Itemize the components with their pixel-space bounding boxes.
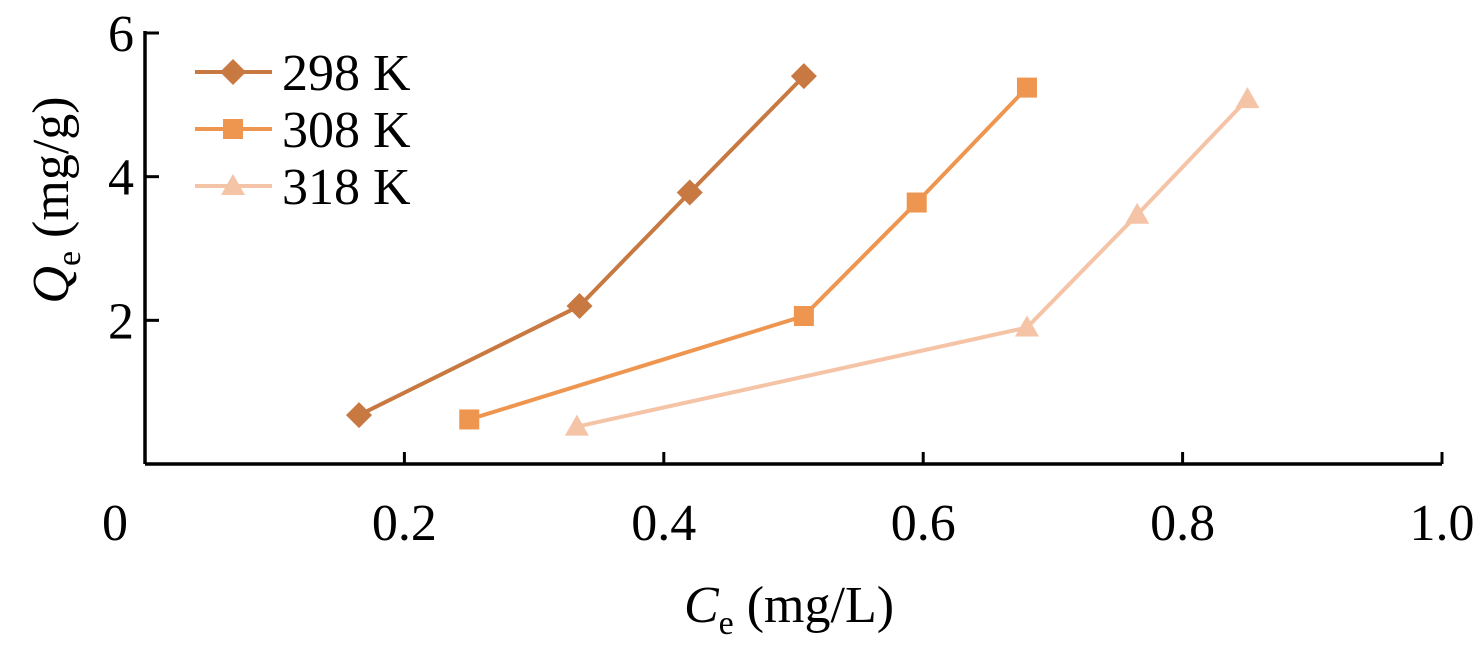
x-tick-label: 0.6 — [891, 495, 956, 552]
legend-marker — [221, 174, 245, 195]
data-point — [676, 179, 703, 206]
y-axis-unit: (mg/g) — [23, 96, 80, 251]
legend-label: 308 K — [282, 102, 411, 159]
data-point — [790, 63, 817, 90]
data-point — [1235, 87, 1260, 109]
y-axis-symbol: Q — [23, 266, 80, 304]
data-point — [793, 306, 814, 327]
series-1 — [459, 77, 1037, 430]
series-line — [576, 97, 1249, 429]
x-ticks: 0 0.2 0.4 0.6 0.8 1.0 — [102, 452, 1475, 552]
y-ticks: 2 4 6 — [108, 6, 159, 350]
x-axis-symbol: C — [684, 577, 720, 634]
data-point — [1014, 315, 1039, 337]
x-axis-subscript: e — [719, 605, 734, 642]
data-point — [1016, 77, 1037, 98]
series-line — [468, 86, 1029, 422]
legend-label: 298 K — [282, 45, 411, 102]
x-tick-label: 0.8 — [1150, 495, 1215, 552]
series-line — [358, 74, 806, 417]
legend-marker — [220, 59, 246, 85]
series-2 — [564, 87, 1260, 436]
data-point — [566, 292, 593, 319]
legend-item: 298 K — [195, 45, 411, 102]
legend-label: 318 K — [282, 159, 411, 216]
data-point — [906, 192, 927, 213]
legend-item: 318 K — [195, 159, 411, 216]
axes — [143, 31, 1442, 466]
y-axis-title: Qe (mg/g) — [23, 96, 88, 303]
y-tick-label: 4 — [108, 150, 134, 207]
series-layer — [346, 63, 1260, 436]
x-axis-title: Ce (mg/L) — [684, 577, 894, 642]
y-axis-subscript: e — [51, 251, 88, 266]
x-tick-label: 1.0 — [1410, 495, 1475, 552]
data-point — [459, 409, 480, 430]
x-tick-label: 0.2 — [372, 495, 437, 552]
x-tick-label: 0 — [102, 495, 128, 552]
y-tick-label: 6 — [108, 6, 134, 63]
x-axis-unit: (mg/L) — [734, 577, 894, 634]
data-point — [346, 402, 373, 429]
series-0 — [346, 63, 817, 429]
data-point — [564, 414, 589, 436]
legend-marker — [223, 119, 243, 139]
y-tick-label: 2 — [108, 293, 134, 350]
x-tick-label: 0.4 — [631, 495, 696, 552]
data-point — [1125, 202, 1150, 224]
legend-item: 308 K — [195, 102, 411, 159]
